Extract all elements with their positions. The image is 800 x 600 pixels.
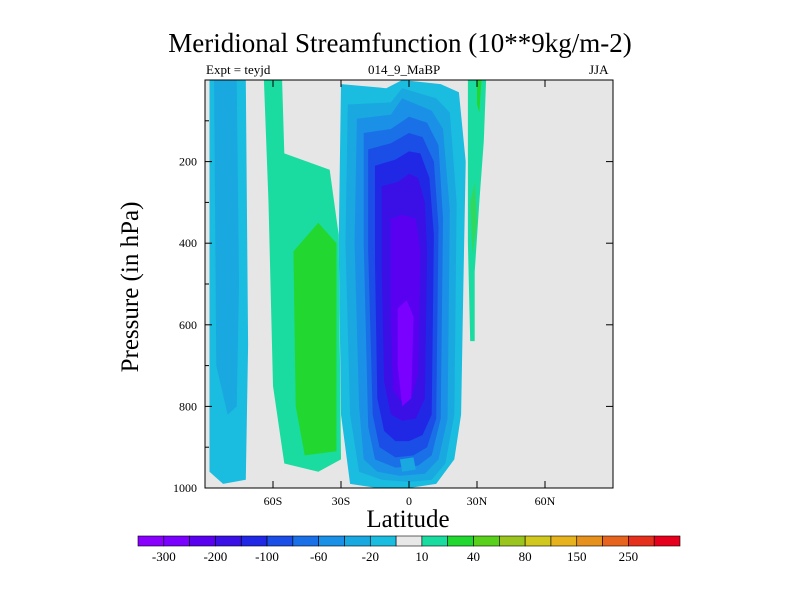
contour-hadley-core xyxy=(397,300,414,407)
colorbar-label: -100 xyxy=(255,549,279,564)
colorbar-label: 80 xyxy=(519,549,532,564)
colorbar-swatch xyxy=(240,535,268,547)
colorbar-swatch xyxy=(447,535,474,547)
contour-nh-narrow-cell xyxy=(467,80,487,342)
colorbar-swatch xyxy=(550,535,578,547)
y-tick-label: 800 xyxy=(179,399,197,413)
y-axis-label: Pressure (in hPa) xyxy=(117,202,144,373)
colorbar-label: -60 xyxy=(310,549,327,564)
colorbar-label: 150 xyxy=(567,549,587,564)
colorbar-swatch xyxy=(292,535,319,547)
chart-title: Meridional Streamfunction (10**9kg/m-2) xyxy=(168,28,632,58)
colorbar-swatch xyxy=(653,535,681,547)
colorbar-swatch xyxy=(369,535,397,547)
colorbar-swatch xyxy=(421,535,449,547)
contour-nh-narrow-core xyxy=(477,80,482,113)
colorbar-swatch xyxy=(524,535,552,547)
x-tick-label: 60N xyxy=(535,494,556,508)
contour-regions xyxy=(209,80,487,488)
colorbar-swatch xyxy=(266,535,294,547)
x-tick-label: 0 xyxy=(406,494,412,508)
colorbar-swatch xyxy=(163,535,190,547)
axes: 60S 30S 0 30N 60N 200 400 600 800 1000 xyxy=(173,80,613,508)
contour-nh-faint xyxy=(470,182,477,256)
x-tick-label: 30S xyxy=(332,494,351,508)
colorbar-swatch xyxy=(499,535,526,547)
colorbar-label: 10 xyxy=(415,549,428,564)
colorbar-swatch xyxy=(215,535,242,547)
colorbar-label: 250 xyxy=(619,549,639,564)
x-axis-label: Latitude xyxy=(366,506,449,533)
y-tick-label: 200 xyxy=(179,155,197,169)
colorbar-label: -200 xyxy=(203,549,227,564)
colorbar-swatch xyxy=(602,535,629,547)
experiment-label: Expt = teyjd xyxy=(206,62,271,77)
colorbar-swatch xyxy=(344,535,371,547)
contour-hadley-small-patch xyxy=(399,457,416,472)
colorbar-label: -300 xyxy=(152,549,176,564)
colorbar-label: -20 xyxy=(362,549,379,564)
y-tick-label: 400 xyxy=(179,236,197,250)
colorbar-swatch xyxy=(318,535,345,547)
colorbar-label: 40 xyxy=(467,549,480,564)
contour-sh-polar-core xyxy=(214,80,239,415)
x-tick-label: 30N xyxy=(467,494,488,508)
y-tick-label: 1000 xyxy=(173,481,197,495)
x-tick-label: 60S xyxy=(264,494,283,508)
colorbar-swatch xyxy=(628,535,655,547)
season-label: JJA xyxy=(589,62,609,77)
time-label: 014_9_MaBP xyxy=(368,62,441,77)
colorbar-swatch xyxy=(137,535,165,547)
y-tick-label: 600 xyxy=(179,318,197,332)
colorbar-swatch xyxy=(473,535,500,547)
contour-sh-ferrel-inner xyxy=(293,222,337,456)
colorbar-swatch xyxy=(576,535,603,547)
colorbar-swatch xyxy=(395,535,423,547)
colorbar-swatch xyxy=(189,535,216,547)
